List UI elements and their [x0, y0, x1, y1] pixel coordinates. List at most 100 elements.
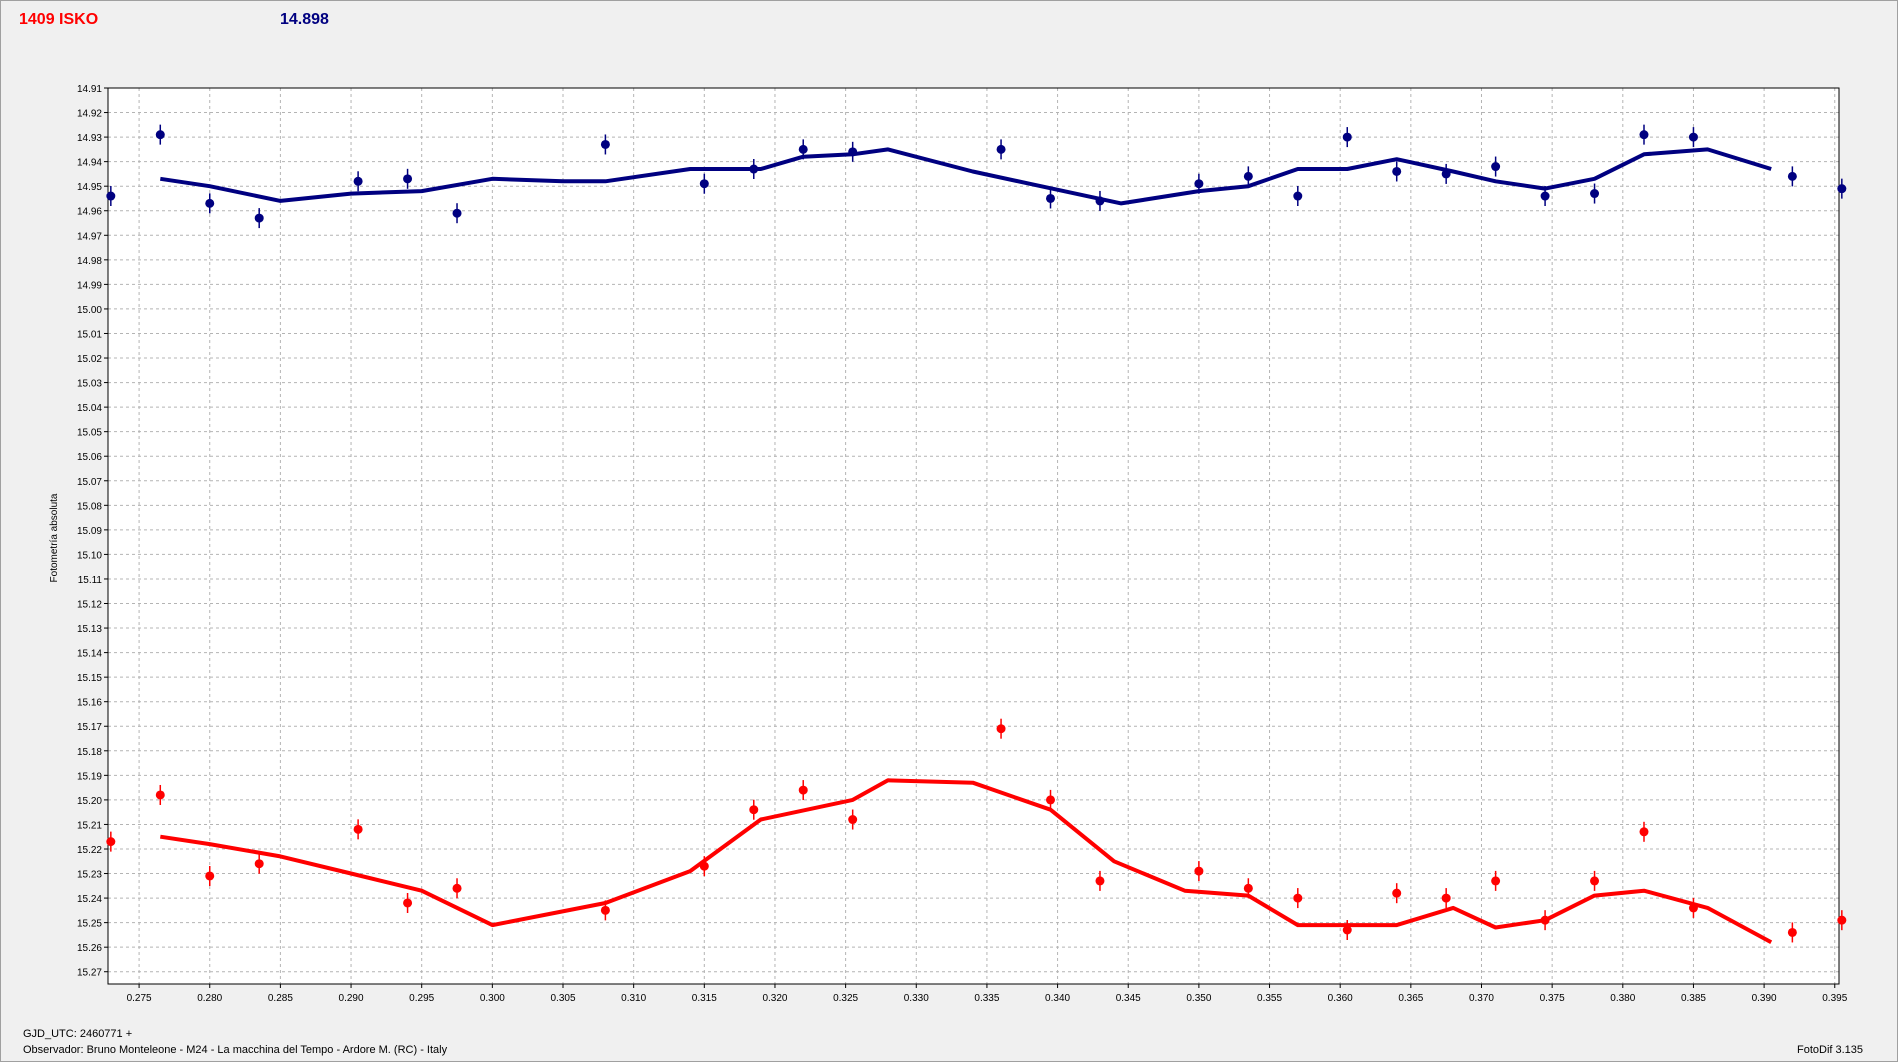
- trend-line: [160, 778, 1773, 945]
- y-tick-label: 15.08: [77, 501, 102, 512]
- data-point: [1787, 171, 1797, 181]
- y-tick-label: 15.03: [77, 379, 102, 390]
- y-tick-label: 14.94: [77, 158, 102, 169]
- x-tick-label: 0.385: [1681, 993, 1706, 1004]
- data-point: [1046, 795, 1056, 805]
- data-point: [403, 174, 413, 184]
- data-point: [1590, 876, 1600, 886]
- data-point: [600, 139, 610, 149]
- data-point: [106, 837, 116, 847]
- y-tick-label: 15.25: [77, 919, 102, 930]
- data-point: [1540, 915, 1550, 925]
- x-tick-label: 0.275: [127, 993, 152, 1004]
- y-tick-label: 15.05: [77, 428, 102, 439]
- data-point: [1342, 132, 1352, 142]
- trend-line: [160, 147, 1772, 206]
- data-point: [1540, 191, 1550, 201]
- y-tick-label: 15.14: [77, 649, 102, 660]
- data-point: [254, 859, 264, 869]
- y-tick-label: 15.00: [77, 305, 102, 316]
- y-tick-label: 15.26: [77, 943, 102, 954]
- x-tick-label: 0.285: [268, 993, 293, 1004]
- data-point: [996, 724, 1006, 734]
- x-tick-label: 0.325: [833, 993, 858, 1004]
- y-tick-label: 15.20: [77, 796, 102, 807]
- data-point: [452, 208, 462, 218]
- axis-layer: 14.91 14.92 14.93 14.94 14.95 14.96 14.97 14.98…: [77, 84, 1848, 1004]
- version-label: FotoDif 3.135: [1797, 1044, 1864, 1056]
- data-point: [1787, 927, 1797, 937]
- gjd-label: GJD_UTC: 2460771 +: [23, 1028, 133, 1040]
- y-tick-label: 15.01: [77, 329, 102, 340]
- x-tick-label: 0.315: [692, 993, 717, 1004]
- data-point: [699, 861, 709, 871]
- data-point: [1639, 130, 1649, 140]
- data-point: [1639, 827, 1649, 837]
- y-tick-label: 15.23: [77, 870, 102, 881]
- data-point: [600, 905, 610, 915]
- data-point: [1293, 893, 1303, 903]
- x-tick-label: 0.370: [1469, 993, 1494, 1004]
- x-tick-label: 0.355: [1257, 993, 1282, 1004]
- y-tick-label: 15.17: [77, 722, 102, 733]
- y-tick-label: 14.97: [77, 231, 102, 242]
- y-tick-label: 15.15: [77, 673, 102, 684]
- y-tick-label: 14.91: [77, 84, 102, 95]
- series-1: [106, 718, 1847, 945]
- data-point: [1095, 876, 1105, 886]
- data-point: [996, 144, 1006, 154]
- data-point: [749, 164, 759, 174]
- data-point: [1837, 184, 1847, 194]
- data-point: [1441, 893, 1451, 903]
- target-label: 1409 ISKO: [19, 11, 99, 28]
- data-point: [353, 176, 363, 186]
- x-tick-label: 0.350: [1186, 993, 1211, 1004]
- y-tick-label: 15.06: [77, 452, 102, 463]
- data-point: [403, 898, 413, 908]
- x-tick-label: 0.290: [339, 993, 364, 1004]
- x-tick-label: 0.320: [762, 993, 787, 1004]
- y-tick-label: 15.27: [77, 968, 102, 979]
- data-point: [1688, 903, 1698, 913]
- data-point: [1243, 883, 1253, 893]
- data-point: [749, 805, 759, 815]
- data-point: [1441, 169, 1451, 179]
- x-tick-label: 0.330: [904, 993, 929, 1004]
- data-point: [1837, 915, 1847, 925]
- data-point: [106, 191, 116, 201]
- data-point: [155, 790, 165, 800]
- data-point: [205, 198, 215, 208]
- x-tick-label: 0.360: [1328, 993, 1353, 1004]
- y-tick-label: 14.93: [77, 133, 102, 144]
- y-tick-label: 15.18: [77, 747, 102, 758]
- data-point: [1688, 132, 1698, 142]
- plot-background: [108, 88, 1839, 984]
- observer-label: Observador: Bruno Monteleone - M24 - La …: [23, 1044, 448, 1056]
- x-tick-label: 0.305: [550, 993, 575, 1004]
- plot-border: [107, 87, 1840, 985]
- data-point: [848, 147, 858, 157]
- data-point: [1095, 196, 1105, 206]
- x-tick-label: 0.295: [409, 993, 434, 1004]
- series-layer: [106, 124, 1847, 945]
- data-point: [1392, 888, 1402, 898]
- y-tick-label: 15.19: [77, 771, 102, 782]
- x-tick-label: 0.280: [197, 993, 222, 1004]
- data-point: [155, 130, 165, 140]
- x-tick-label: 0.345: [1116, 993, 1141, 1004]
- data-point: [1491, 876, 1501, 886]
- data-point: [1046, 193, 1056, 203]
- data-point: [848, 815, 858, 825]
- series-0: [106, 124, 1847, 229]
- x-tick-label: 0.310: [621, 993, 646, 1004]
- y-tick-label: 15.13: [77, 624, 102, 635]
- x-tick-label: 0.300: [480, 993, 505, 1004]
- data-point: [699, 179, 709, 189]
- y-tick-label: 14.99: [77, 280, 102, 291]
- y-tick-label: 15.09: [77, 526, 102, 537]
- data-point: [798, 144, 808, 154]
- data-point: [1243, 171, 1253, 181]
- reference-value-label: 14.898: [280, 11, 329, 28]
- y-tick-label: 14.96: [77, 207, 102, 218]
